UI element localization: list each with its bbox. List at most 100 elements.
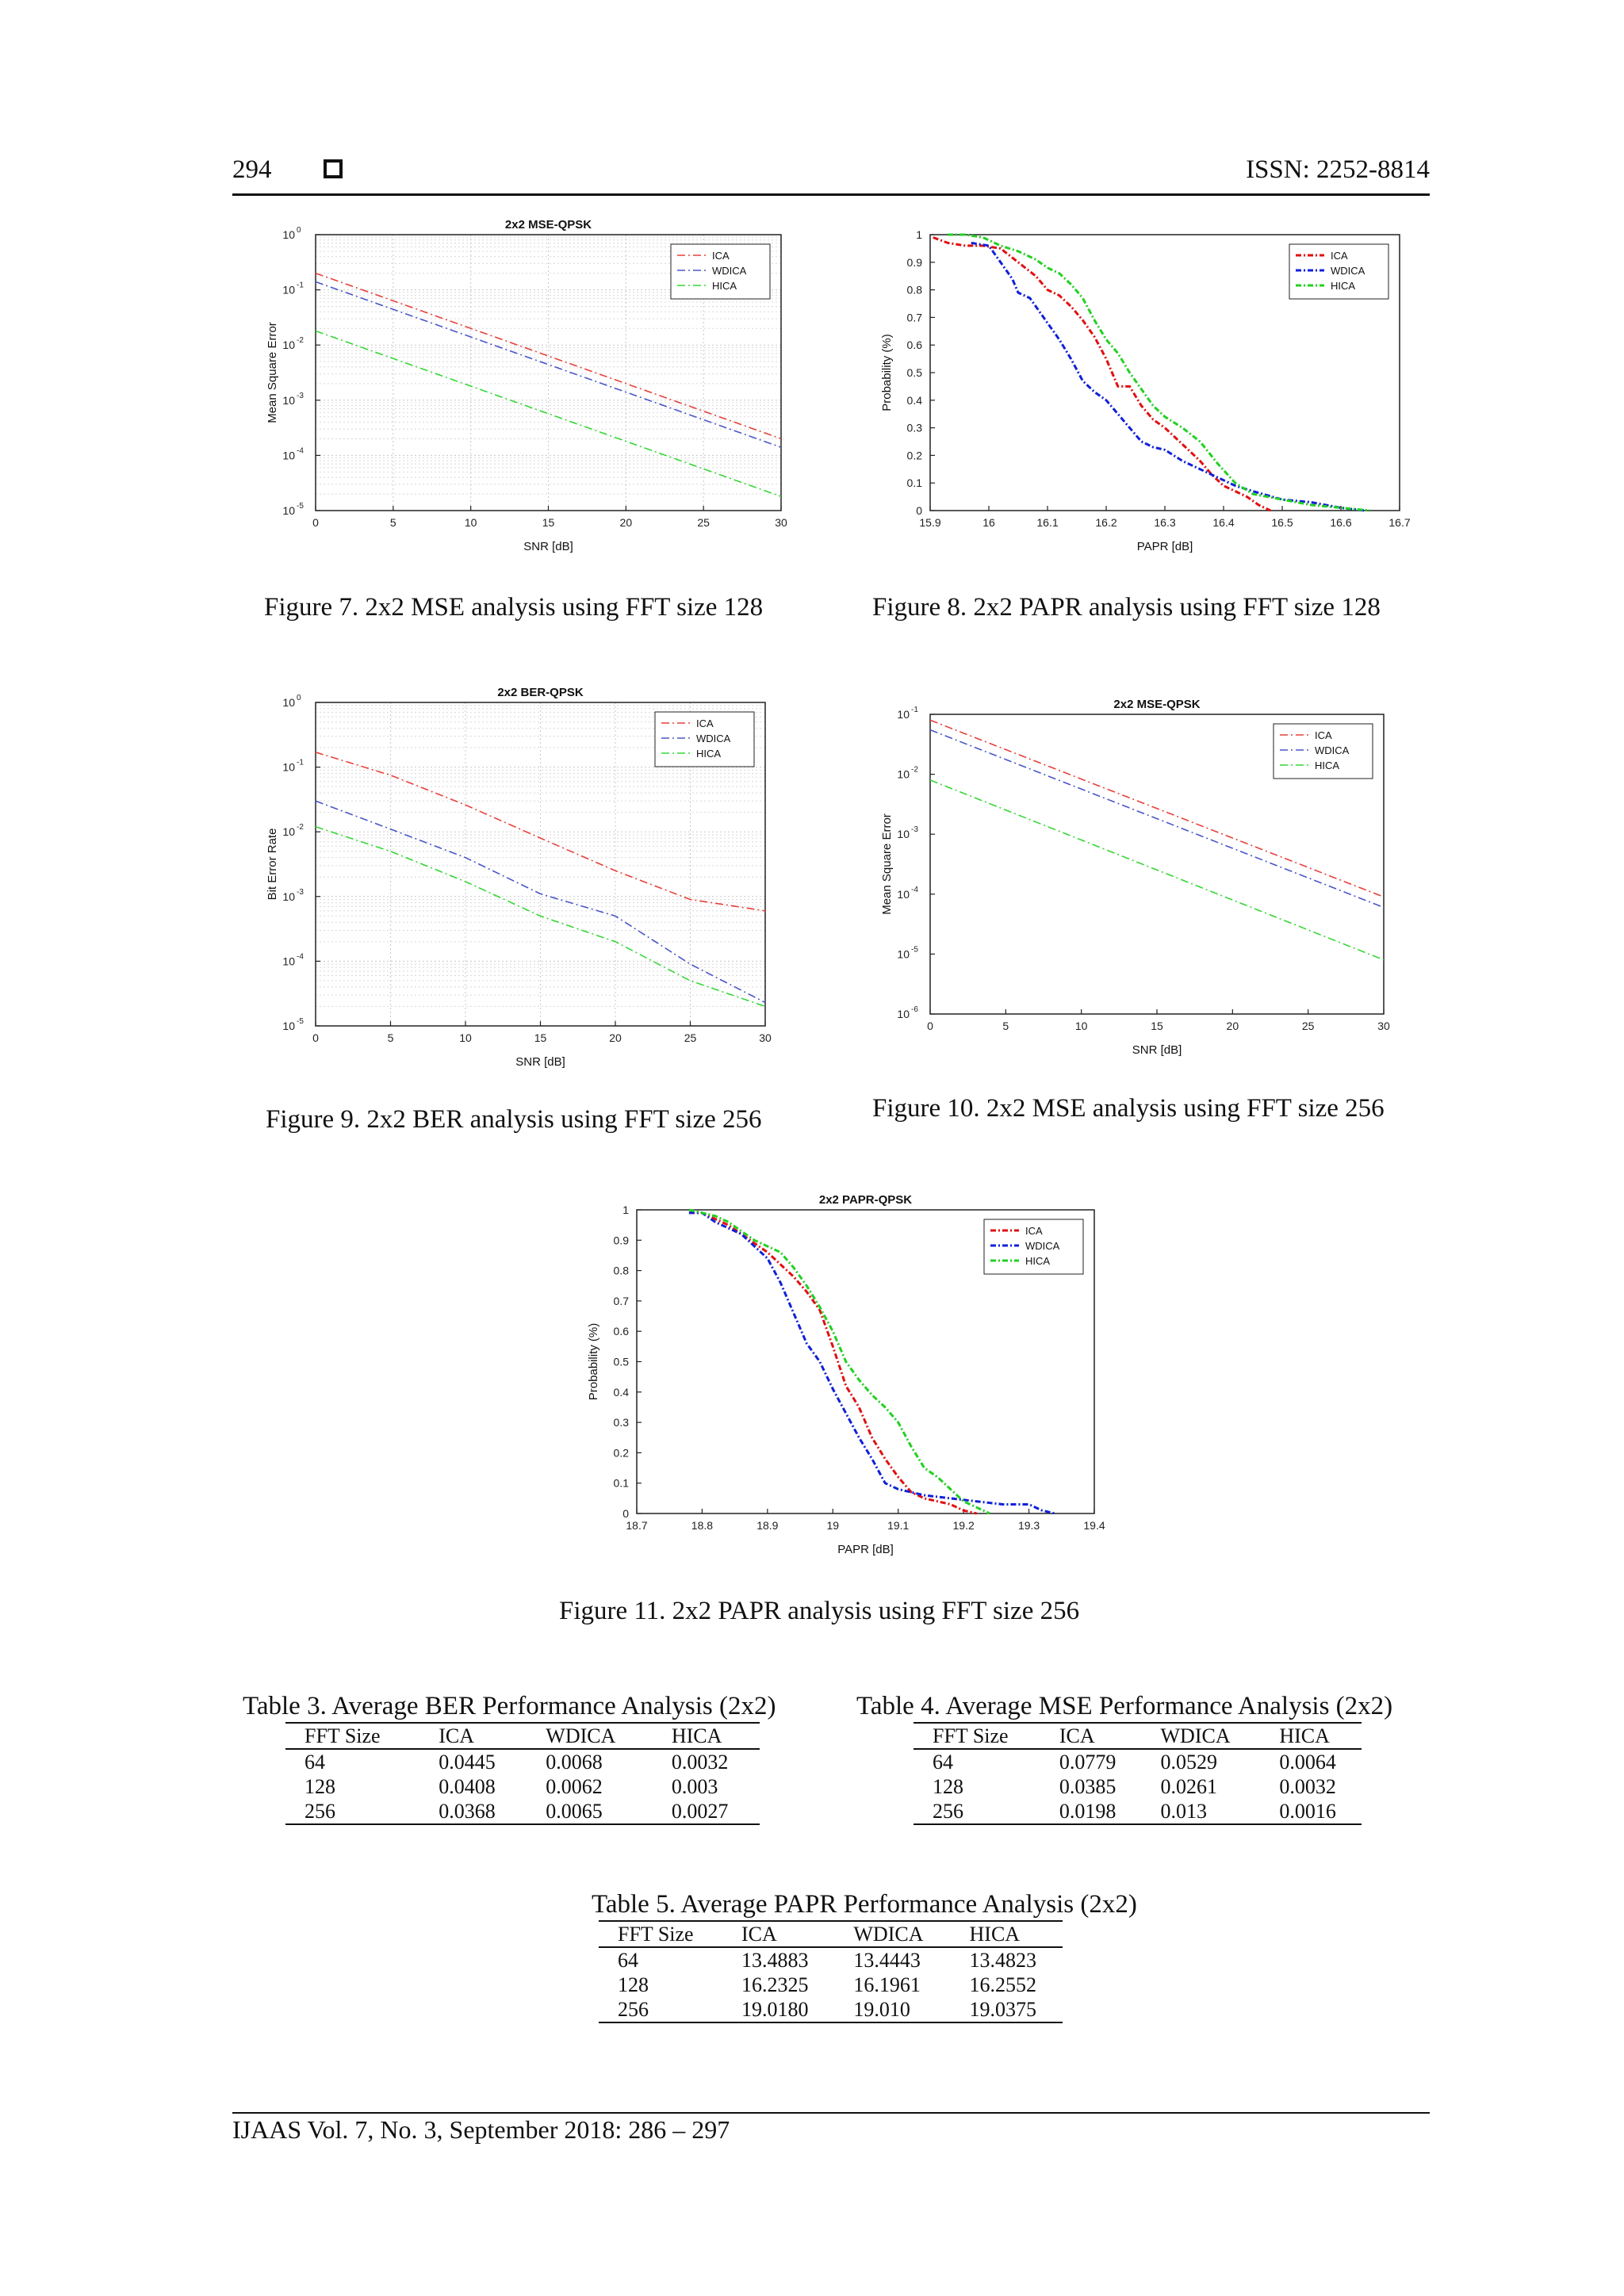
- y-tick-exponent: -1: [911, 706, 918, 714]
- x-tick-label: 10: [459, 1031, 472, 1044]
- y-tick-label: 0.4: [907, 394, 923, 407]
- legend-label-ica: ICA: [712, 250, 730, 262]
- legend-label-hica: HICA: [1331, 280, 1355, 292]
- y-tick-label: 10: [897, 828, 910, 840]
- column-header: FFT Size: [285, 1723, 420, 1750]
- table-cell: 13.4443: [853, 1949, 921, 1972]
- legend-label-wdica: WDICA: [1331, 265, 1365, 277]
- table-row: 256 19.0180 19.010 19.0375: [599, 1997, 1063, 2022]
- y-tick-exponent: -4: [297, 446, 304, 455]
- y-tick-label: 10: [282, 955, 295, 967]
- table-cell: 19.0180: [741, 1998, 809, 2021]
- y-tick-exponent: 0: [297, 226, 301, 235]
- table-cell: 0.0779: [1059, 1751, 1116, 1774]
- x-tick-label: 16.6: [1330, 516, 1351, 529]
- x-tick-label: 19.3: [1018, 1519, 1040, 1532]
- x-tick-label: 16.5: [1271, 516, 1293, 529]
- table-cell: 16.2325: [741, 1973, 809, 1996]
- legend-label-ica: ICA: [696, 718, 714, 729]
- table-cell: 0.0068: [546, 1751, 603, 1774]
- table-row: 128 0.0408 0.0062 0.003: [285, 1774, 760, 1799]
- y-tick-label: 0.2: [907, 449, 923, 461]
- legend-label-ica: ICA: [1025, 1225, 1043, 1237]
- table-cell: 64: [933, 1751, 953, 1774]
- y-tick-label: 10: [282, 696, 295, 709]
- series-line-hica: [315, 330, 782, 497]
- y-tick-label: 10: [282, 825, 295, 838]
- legend-label-wdica: WDICA: [696, 733, 731, 744]
- fig8-svg: 15.9 16 16.1 16.2 16.3 16.4 16.5 16.6 16.7 0 0.1 0.…: [880, 228, 1411, 553]
- y-tick-exponent: -5: [297, 502, 304, 511]
- table-5: FFT Size ICA WDICA HICA 64 13.4883 13.44…: [599, 1920, 1063, 2023]
- y-tick-label: 10: [282, 890, 295, 903]
- x-axis-label: PAPR [dB]: [837, 1543, 894, 1556]
- checkbox-glyph-icon: [324, 159, 343, 178]
- series-line-wdica: [971, 241, 1365, 512]
- figure-11-caption: Figure 11. 2x2 PAPR analysis using FFT s…: [559, 1597, 1080, 1625]
- table-cell: 0.0065: [546, 1800, 603, 1823]
- x-tick-label: 19: [826, 1519, 839, 1532]
- y-axis-label: Probability (%): [587, 1323, 600, 1401]
- table-cell: 0.0368: [439, 1800, 496, 1823]
- figure-9-caption: Figure 9. 2x2 BER analysis using FFT siz…: [266, 1105, 762, 1134]
- legend-label-hica: HICA: [1025, 1255, 1050, 1267]
- series-line-hica: [948, 233, 1371, 512]
- x-tick-label: 25: [684, 1031, 697, 1044]
- series-line-ica: [315, 752, 766, 912]
- y-tick-label: 1: [622, 1203, 629, 1216]
- y-tick-label: 10: [282, 449, 295, 461]
- figure-7-caption: Figure 7. 2x2 MSE analysis using FFT siz…: [264, 593, 764, 622]
- column-header: FFT Size: [599, 1921, 722, 1948]
- y-tick-label: 10: [897, 947, 910, 960]
- y-tick-label: 0.3: [614, 1416, 630, 1429]
- table-cell: 0.0032: [1279, 1775, 1336, 1798]
- table-4-title: Table 4. Average MSE Performance Analysi…: [856, 1692, 1393, 1720]
- x-tick-label: 18.7: [626, 1519, 647, 1532]
- legend: ICA WDICA HICA: [1289, 243, 1389, 300]
- x-tick-label: 19.1: [887, 1519, 909, 1532]
- x-tick-label: 20: [1227, 1020, 1239, 1032]
- table-cell: 19.0375: [969, 1998, 1037, 2021]
- legend-label-wdica: WDICA: [712, 265, 747, 277]
- y-tick-label: 0.7: [614, 1295, 630, 1307]
- table-cell: 0.013: [1160, 1800, 1208, 1823]
- y-tick-exponent: -1: [297, 759, 304, 767]
- x-tick-label: 5: [388, 1031, 394, 1044]
- x-tick-label: 18.8: [691, 1519, 713, 1532]
- y-tick-label: 0.9: [614, 1234, 630, 1246]
- table-row: 128 16.2325 16.1961 16.2552: [599, 1973, 1063, 1997]
- table-cell: 256: [304, 1800, 335, 1823]
- x-tick-label: 30: [759, 1031, 772, 1044]
- column-header: HICA: [1260, 1723, 1362, 1750]
- table-cell: 128: [618, 1973, 649, 1996]
- y-tick-label: 0.5: [907, 366, 923, 379]
- y-axis-label: Mean Square Error: [266, 322, 279, 423]
- series-line-wdica: [315, 800, 766, 1004]
- x-tick-label: 5: [390, 516, 396, 529]
- table-cell: 64: [618, 1949, 638, 1972]
- y-tick-label: 0.5: [614, 1356, 630, 1368]
- series-line-hica: [929, 779, 1385, 961]
- x-axis-label: SNR [dB]: [523, 540, 573, 553]
- table-cell: 0.0445: [439, 1751, 496, 1774]
- table-cell: 19.010: [853, 1998, 910, 2021]
- table-cell: 0.0529: [1160, 1751, 1218, 1774]
- series-line-wdica: [315, 281, 782, 448]
- y-tick-exponent: 0: [297, 694, 301, 702]
- series-line-wdica: [929, 729, 1385, 909]
- table-row: 64 0.0445 0.0068 0.0032: [285, 1749, 760, 1774]
- table-header-row: FFT Size ICA WDICA HICA: [914, 1723, 1362, 1750]
- y-tick-label: 0.7: [907, 311, 923, 323]
- y-tick-label: 0.1: [907, 476, 923, 489]
- y-tick-exponent: -2: [297, 336, 304, 345]
- legend-label-wdica: WDICA: [1315, 744, 1350, 756]
- y-axis-label: Probability (%): [880, 334, 894, 411]
- x-axis-label: SNR [dB]: [1132, 1043, 1182, 1057]
- y-tick-exponent: -4: [911, 886, 918, 894]
- figure-11-chart: 18.7 18.8 18.9 19 19.1 19.2 19.3 19.4 0 0.1 0.2 0.3…: [575, 1189, 1110, 1566]
- y-tick-label: 0.4: [614, 1386, 630, 1399]
- y-axis-label: Bit Error Rate: [266, 828, 279, 901]
- column-header: ICA: [419, 1723, 527, 1750]
- series-line-hica: [688, 1208, 990, 1515]
